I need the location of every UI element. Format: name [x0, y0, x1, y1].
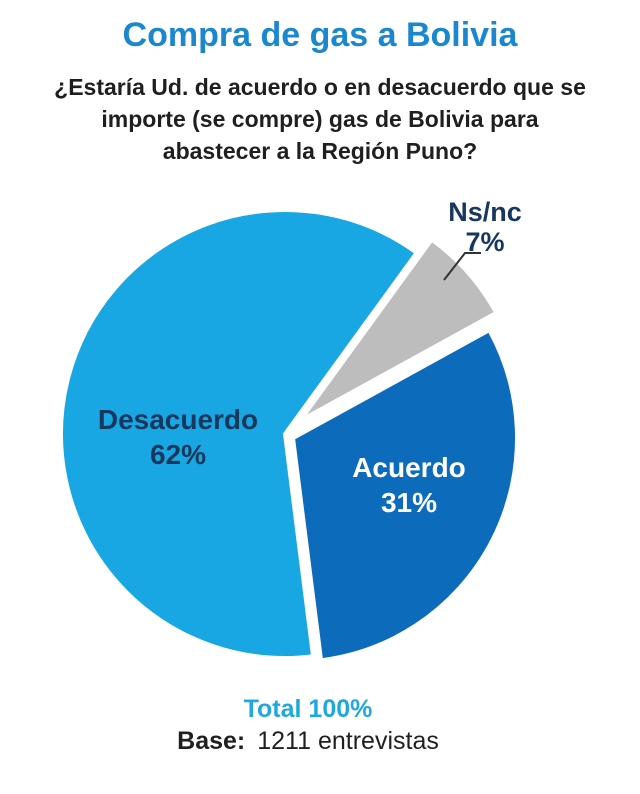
slice-label-acuerdo: Acuerdo 31%	[299, 450, 519, 520]
chart-title: Compra de gas a Bolivia	[122, 16, 518, 54]
slice-name: Desacuerdo	[97, 404, 259, 435]
question-line-1: ¿Estaría Ud. de acuerdo o en desacuerdo …	[54, 74, 586, 100]
base-value: 1211 entrevistas	[257, 727, 439, 755]
question-line-2: importe (se compre) gas de Bolivia para	[101, 106, 539, 132]
slice-percent: 62%	[149, 439, 207, 470]
slice-percent: 7%	[465, 227, 505, 257]
question-line-3: abastecer a la Región Puno?	[162, 138, 478, 164]
base-line: Base: 1211 entrevistas	[0, 727, 616, 756]
survey-question: ¿Estaría Ud. de acuerdo o en desacuerdo …	[10, 71, 630, 167]
pie-slice-nsnc	[298, 236, 500, 423]
pie-slice-desacuerdo	[59, 208, 420, 660]
slice-name: Acuerdo	[352, 452, 466, 483]
base-label: Base:	[177, 727, 246, 755]
pie-slice-acuerdo	[290, 327, 520, 663]
slice-name: Ns/nc	[448, 197, 522, 227]
pie-chart	[0, 190, 640, 710]
slice-label-nsnc: Ns/nc 7%	[425, 197, 545, 257]
slice-label-desacuerdo: Desacuerdo 62%	[68, 402, 288, 472]
total-line: Total 100%	[243, 695, 373, 723]
nsnc-callout-line	[443, 252, 481, 281]
slice-percent: 31%	[380, 487, 438, 518]
